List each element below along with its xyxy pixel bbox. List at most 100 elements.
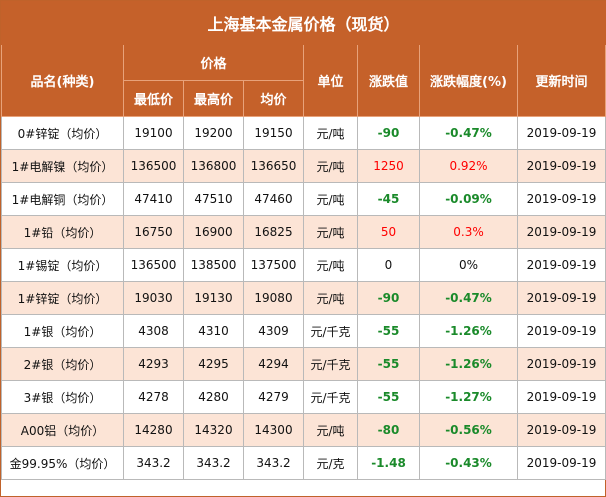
cell-avg: 14300: [243, 413, 304, 447]
cell-change-pct: 0%: [419, 248, 518, 282]
cell-avg: 343.2: [243, 446, 304, 480]
cell-change: -45: [357, 182, 420, 216]
cell-date: 2019-09-19: [516, 347, 606, 381]
cell-date: 2019-09-19: [516, 446, 606, 480]
cell-unit: 元/千克: [303, 347, 358, 381]
cell-change-pct: 0.3%: [419, 215, 518, 249]
cell-avg: 136650: [243, 149, 304, 183]
cell-change: -90: [357, 116, 420, 150]
cell-unit: 元/吨: [303, 281, 358, 315]
table-row: 1#银（均价） 4308 4310 4309 元/千克 -55 -1.26% 2019-09-…: [1, 314, 606, 348]
cell-change-pct: -0.47%: [419, 116, 518, 150]
cell-low: 343.2: [123, 446, 184, 480]
cell-low: 4308: [123, 314, 184, 348]
cell-name: 0#锌锭（均价）: [1, 116, 124, 150]
cell-date: 2019-09-19: [516, 281, 606, 315]
table-row: 金99.95%（均价） 343.2 343.2 343.2 元/克 -1.48 -0.43%…: [1, 446, 606, 480]
cell-date: 2019-09-19: [516, 182, 606, 216]
cell-date: 2019-09-19: [516, 413, 606, 447]
cell-date: 2019-09-19: [516, 248, 606, 282]
cell-low: 16750: [123, 215, 184, 249]
header-change: 涨跌值: [357, 44, 420, 117]
cell-avg: 137500: [243, 248, 304, 282]
cell-avg: 4279: [243, 380, 304, 414]
cell-name: 1#银（均价）: [1, 314, 124, 348]
header-low: 最低价: [123, 80, 184, 117]
cell-low: 47410: [123, 182, 184, 216]
cell-change: 1250: [357, 149, 420, 183]
cell-low: 136500: [123, 149, 184, 183]
cell-change: -80: [357, 413, 420, 447]
cell-low: 136500: [123, 248, 184, 282]
cell-unit: 元/千克: [303, 380, 358, 414]
cell-change-pct: -1.26%: [419, 314, 518, 348]
cell-low: 4293: [123, 347, 184, 381]
cell-date: 2019-09-19: [516, 116, 606, 150]
cell-high: 16900: [183, 215, 244, 249]
cell-unit: 元/吨: [303, 248, 358, 282]
cell-avg: 47460: [243, 182, 304, 216]
header-avg: 均价: [243, 80, 304, 117]
cell-unit: 元/吨: [303, 149, 358, 183]
cell-name: 金99.95%（均价）: [1, 446, 124, 480]
cell-change-pct: -0.47%: [419, 281, 518, 315]
cell-high: 14320: [183, 413, 244, 447]
cell-change: -55: [357, 314, 420, 348]
cell-change: -1.48: [357, 446, 420, 480]
header-high: 最高价: [183, 80, 244, 117]
cell-name: 3#银（均价）: [1, 380, 124, 414]
table-row: 2#银（均价） 4293 4295 4294 元/千克 -55 -1.26% 2019-09-…: [1, 347, 606, 381]
header-price: 价格: [123, 44, 304, 81]
header-updated: 更新时间: [516, 44, 606, 117]
cell-low: 4278: [123, 380, 184, 414]
cell-high: 47510: [183, 182, 244, 216]
header-change-pct: 涨跌幅度(%): [419, 44, 518, 117]
cell-low: 14280: [123, 413, 184, 447]
cell-name: 1#铅（均价）: [1, 215, 124, 249]
cell-high: 136800: [183, 149, 244, 183]
table-row: 1#锡锭（均价） 136500 138500 137500 元/吨 0 0% 2019-09-…: [1, 248, 606, 282]
cell-unit: 元/吨: [303, 413, 358, 447]
cell-date: 2019-09-19: [516, 380, 606, 414]
cell-avg: 19080: [243, 281, 304, 315]
cell-name: 2#银（均价）: [1, 347, 124, 381]
table-row: 3#银（均价） 4278 4280 4279 元/千克 -55 -1.27% 2019-09-…: [1, 380, 606, 414]
cell-avg: 16825: [243, 215, 304, 249]
cell-change-pct: -0.56%: [419, 413, 518, 447]
cell-name: 1#锡锭（均价）: [1, 248, 124, 282]
cell-high: 4310: [183, 314, 244, 348]
cell-high: 19130: [183, 281, 244, 315]
table-row: 1#电解铜（均价） 47410 47510 47460 元/吨 -45 -0.09% 2019…: [1, 182, 606, 216]
cell-high: 343.2: [183, 446, 244, 480]
cell-name: 1#锌锭（均价）: [1, 281, 124, 315]
cell-change: 0: [357, 248, 420, 282]
cell-low: 19100: [123, 116, 184, 150]
cell-high: 4295: [183, 347, 244, 381]
cell-date: 2019-09-19: [516, 215, 606, 249]
cell-low: 19030: [123, 281, 184, 315]
cell-change: -55: [357, 347, 420, 381]
header-unit: 单位: [303, 44, 358, 117]
cell-change: -90: [357, 281, 420, 315]
cell-unit: 元/吨: [303, 116, 358, 150]
table-row: 0#锌锭（均价） 19100 19200 19150 元/吨 -90 -0.47% 2019-…: [1, 116, 606, 150]
cell-change-pct: -1.27%: [419, 380, 518, 414]
cell-avg: 4309: [243, 314, 304, 348]
cell-date: 2019-09-19: [516, 314, 606, 348]
cell-unit: 元/吨: [303, 215, 358, 249]
cell-change-pct: -1.26%: [419, 347, 518, 381]
cell-change: 50: [357, 215, 420, 249]
table-row: 1#锌锭（均价） 19030 19130 19080 元/吨 -90 -0.47% 2019-…: [1, 281, 606, 315]
table-row: 1#电解镍（均价） 136500 136800 136650 元/吨 1250 0.92% 2…: [1, 149, 606, 183]
cell-avg: 19150: [243, 116, 304, 150]
cell-high: 138500: [183, 248, 244, 282]
table-row: 1#铅（均价） 16750 16900 16825 元/吨 50 0.3% 2019-09-1…: [1, 215, 606, 249]
table-row: A00铝（均价） 14280 14320 14300 元/吨 -80 -0.56% 2019-…: [1, 413, 606, 447]
cell-high: 19200: [183, 116, 244, 150]
cell-name: A00铝（均价）: [1, 413, 124, 447]
header-name: 品名(种类): [1, 44, 124, 117]
cell-high: 4280: [183, 380, 244, 414]
table-title: 上海基本金属价格（现货）: [0, 1, 606, 45]
cell-date: 2019-09-19: [516, 149, 606, 183]
